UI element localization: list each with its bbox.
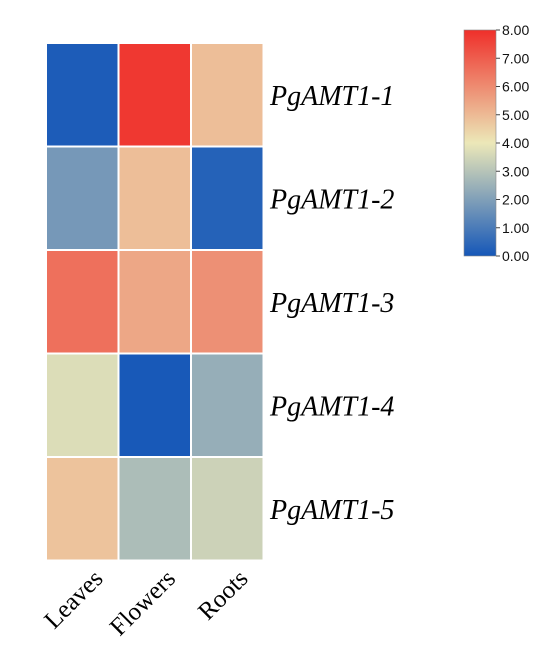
column-label: Leaves xyxy=(39,565,108,634)
color-scale-tick-label: 4.00 xyxy=(502,135,529,151)
color-scale-tick-label: 7.00 xyxy=(502,50,529,66)
color-scale-tick-label: 2.00 xyxy=(502,192,529,208)
heatmap-cell-pgamt1-2-roots xyxy=(190,145,265,251)
heatmap-cell-pgamt1-3-leaves xyxy=(45,249,120,355)
color-scale-tick-label: 6.00 xyxy=(502,79,529,95)
heatmap-cell-pgamt1-2-leaves xyxy=(45,145,120,251)
heatmap-cell-pgamt1-1-roots xyxy=(190,42,265,148)
row-label: PgAMT1-1 xyxy=(269,81,394,112)
row-labels: PgAMT1-1 PgAMT1-2 PgAMT1-3 PgAMT1-4 PgAMT1-5 xyxy=(269,81,394,526)
heatmap-cell-pgamt1-5-leaves xyxy=(45,456,120,562)
row-label: PgAMT1-5 xyxy=(269,495,394,526)
heatmap-cell-pgamt1-5-flowers xyxy=(117,456,192,562)
heatmap-cell-pgamt1-3-flowers xyxy=(117,249,192,355)
color-scale-tick-label: 0.00 xyxy=(502,248,529,264)
column-label: Flowers xyxy=(105,565,181,641)
heatmap-cells xyxy=(45,42,265,562)
row-label: PgAMT1-2 xyxy=(269,184,394,215)
heatmap-cell-pgamt1-4-leaves xyxy=(45,352,120,458)
color-scale-tick-label: 3.00 xyxy=(502,163,529,179)
heatmap-cell-pgamt1-1-flowers xyxy=(117,42,192,148)
heatmap-cell-pgamt1-4-roots xyxy=(190,352,265,458)
heatmap-cell-pgamt1-2-flowers xyxy=(117,145,192,251)
color-scale-tick-label: 8.00 xyxy=(502,22,529,38)
color-scale-legend: 0.00 1.00 2.00 3.00 4.00 5.00 6.00 7.00 8.00 xyxy=(463,22,529,264)
heatmap-cell-pgamt1-3-roots xyxy=(190,249,265,355)
heatmap-cell-pgamt1-1-leaves xyxy=(45,42,120,148)
row-label: PgAMT1-3 xyxy=(269,288,394,319)
row-label: PgAMT1-4 xyxy=(269,391,394,422)
column-label: Roots xyxy=(193,565,253,625)
heatmap-cell-pgamt1-5-roots xyxy=(190,456,265,562)
color-scale-tick-label: 1.00 xyxy=(502,220,529,236)
color-scale-bar xyxy=(463,29,497,257)
heatmap-cell-pgamt1-4-flowers xyxy=(117,352,192,458)
color-scale-tick-label: 5.00 xyxy=(502,107,529,123)
